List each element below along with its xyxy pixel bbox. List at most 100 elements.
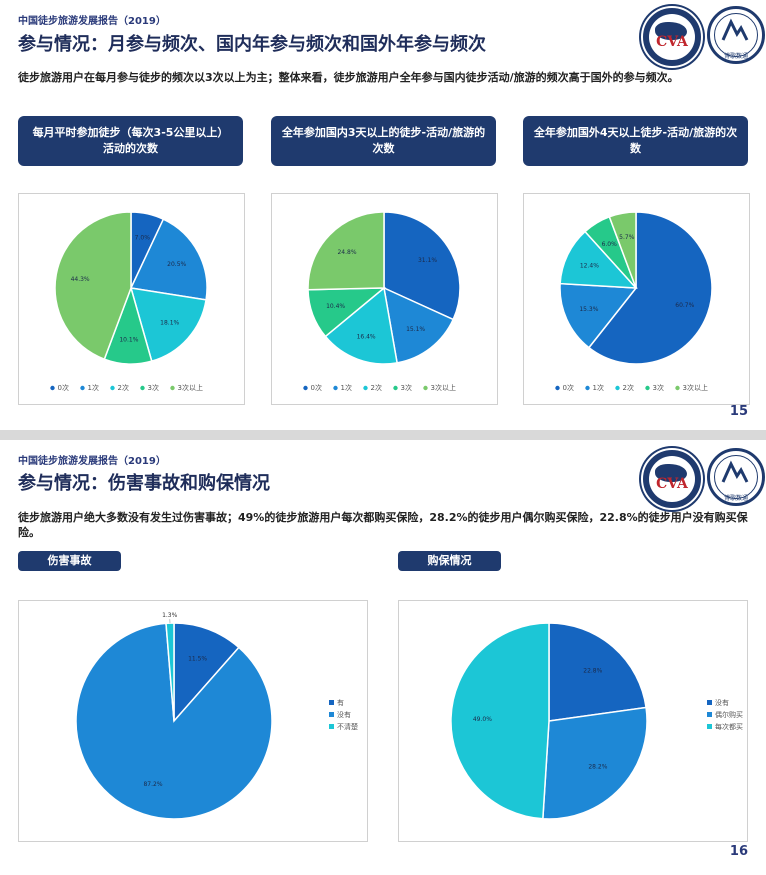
chart-monthly-frequency: 7.0% 20.5% 18.1% 10.1% 44.3% 0次 1次 2次 3次 3次以上 [18, 193, 245, 405]
legend-swatch [303, 385, 308, 391]
data-label: 16.4% [357, 334, 376, 341]
data-label: 44.3% [71, 276, 90, 283]
legend-item: 0次 [311, 383, 322, 392]
legend-swatch [140, 385, 145, 391]
legend-swatch [555, 385, 560, 391]
legend-swatch [50, 385, 55, 391]
legend-item: 3次以上 [431, 383, 456, 392]
legend-item: 3次以上 [178, 383, 203, 392]
slide-15: 中国徒步旅游发展报告（2019） 参与情况：月参与频次、国内年参与频次和国外年参… [0, 0, 766, 430]
legend-item: 2次 [623, 383, 634, 392]
legend-item: 0次 [58, 383, 69, 392]
slide-title: 参与情况：月参与频次、国内年参与频次和国外年参与频次 [18, 34, 486, 55]
legend-swatch [329, 724, 334, 729]
report-label: 中国徒步旅游发展报告（2019） [18, 16, 166, 27]
data-label: 20.5% [167, 261, 186, 268]
pie-slice [608, 211, 637, 289]
legend-item: 3次 [148, 383, 159, 392]
data-label: 15.1% [406, 326, 425, 333]
cva-logo-icon: CVA [641, 6, 703, 68]
pie-slice [559, 230, 638, 289]
chart-overseas-frequency: 60.7% 15.3% 12.4% 6.0% 5.7% 0次 1次 2次 3次 3次以上 [523, 193, 750, 405]
legend-swatch [110, 385, 115, 391]
summary-text: 徒步旅游用户在每月参与徒步的频次以3次以上为主；整体来看，徒步旅游用户全年参与国… [18, 71, 679, 84]
legend-swatch [423, 385, 428, 391]
chart-domestic-frequency: 31.1% 15.1% 16.4% 10.4% 24.8% 0次 1次 2次 3次 3次以上 [271, 193, 498, 405]
legend-swatch [80, 385, 85, 391]
legend-swatch [707, 700, 712, 705]
pie-slice [542, 706, 648, 820]
pie-slice [383, 211, 461, 321]
report-label: 中国徒步旅游发展报告（2019） [18, 456, 166, 467]
chart-insurance: 22.8% 28.2% 49.0% 没有 偶尔购买 每次都买 [398, 600, 748, 842]
slide-divider [0, 430, 766, 440]
cva-logo-icon: CVA [641, 448, 703, 510]
summary-text: 徒步旅游用户绝大多数没有发生过伤害事故；49%的徒步旅游用户每次都购买保险，28… [18, 511, 748, 539]
data-label: 31.1% [418, 257, 437, 264]
pie-slice [129, 287, 207, 363]
data-label: 10.4% [326, 303, 345, 310]
cva-logo-text: CVA [656, 34, 688, 50]
legend-swatch [707, 724, 712, 729]
legend-swatch [585, 385, 590, 391]
legend-item: 偶尔购买 [715, 710, 743, 719]
data-label: 1.3% [162, 612, 178, 619]
hiking-logo-text: 博歌数通 [723, 53, 748, 60]
legend-swatch [329, 712, 334, 717]
pie-slice [559, 282, 638, 349]
legend-swatch [675, 385, 680, 391]
pie-slice [173, 622, 240, 723]
legend-item: 3次 [653, 383, 664, 392]
data-label: 24.8% [337, 249, 356, 256]
legend-item: 每次都买 [715, 722, 743, 731]
legend-item: 0次 [563, 383, 574, 392]
pie-slice [383, 286, 455, 364]
legend-item: 有 [337, 698, 344, 707]
legend-swatch [170, 385, 175, 391]
legend-item: 1次 [593, 383, 604, 392]
hiking-logo-icon: 博歌数通 [707, 6, 765, 64]
slide-title: 参与情况：伤害事故和购保情况 [18, 473, 270, 494]
legend-swatch [363, 385, 368, 391]
legend-item: 2次 [118, 383, 129, 392]
pie-slice [54, 211, 132, 361]
pie-slice [129, 218, 208, 301]
pie-slice [548, 622, 647, 722]
data-label: 5.7% [619, 234, 635, 241]
pie-slice [307, 211, 385, 291]
legend-swatch [645, 385, 650, 391]
chart-header-overseas: 全年参加国外4天以上徒步-活动/旅游的次数 [523, 116, 748, 166]
pie-slice [450, 622, 550, 820]
cva-logo-text: CVA [656, 476, 688, 492]
legend-swatch [393, 385, 398, 391]
data-label: 87.2% [143, 781, 162, 788]
pie-slice [324, 286, 398, 365]
data-label: 12.4% [580, 263, 599, 270]
data-label: 28.2% [588, 763, 607, 770]
pie-slice [75, 622, 273, 820]
legend-swatch [333, 385, 338, 391]
data-label: 6.0% [602, 241, 618, 248]
data-label: 49.0% [473, 716, 492, 723]
chart-header-injury: 伤害事故 [18, 551, 121, 571]
legend-item: 1次 [341, 383, 352, 392]
chart-header-domestic: 全年参加国内3天以上的徒步-活动/旅游的次数 [271, 116, 496, 166]
legend-item: 没有 [337, 710, 351, 719]
page-number: 15 [729, 404, 748, 419]
legend-swatch [329, 700, 334, 705]
legend-item: 不清楚 [337, 722, 358, 731]
page-number: 16 [729, 844, 748, 859]
legend-item: 2次 [371, 383, 382, 392]
legend-item: 3次以上 [683, 383, 708, 392]
data-label: 15.3% [579, 306, 598, 313]
data-label: 7.0% [135, 235, 151, 242]
data-label: 60.7% [675, 302, 694, 309]
hiking-logo-icon: 博歌数通 [707, 448, 765, 506]
slide-16: 中国徒步旅游发展报告（2019） 参与情况：伤害事故和购保情况 CVA 博歌数通… [0, 440, 766, 875]
pie-slice [587, 211, 713, 365]
data-label: 22.8% [583, 668, 602, 675]
chart-injury: 11.5% 87.2% 1.3% 有没有 不清楚 [18, 600, 368, 842]
data-label: 10.1% [119, 337, 138, 344]
chart-header-insurance: 购保情况 [398, 551, 501, 571]
legend-swatch [615, 385, 620, 391]
